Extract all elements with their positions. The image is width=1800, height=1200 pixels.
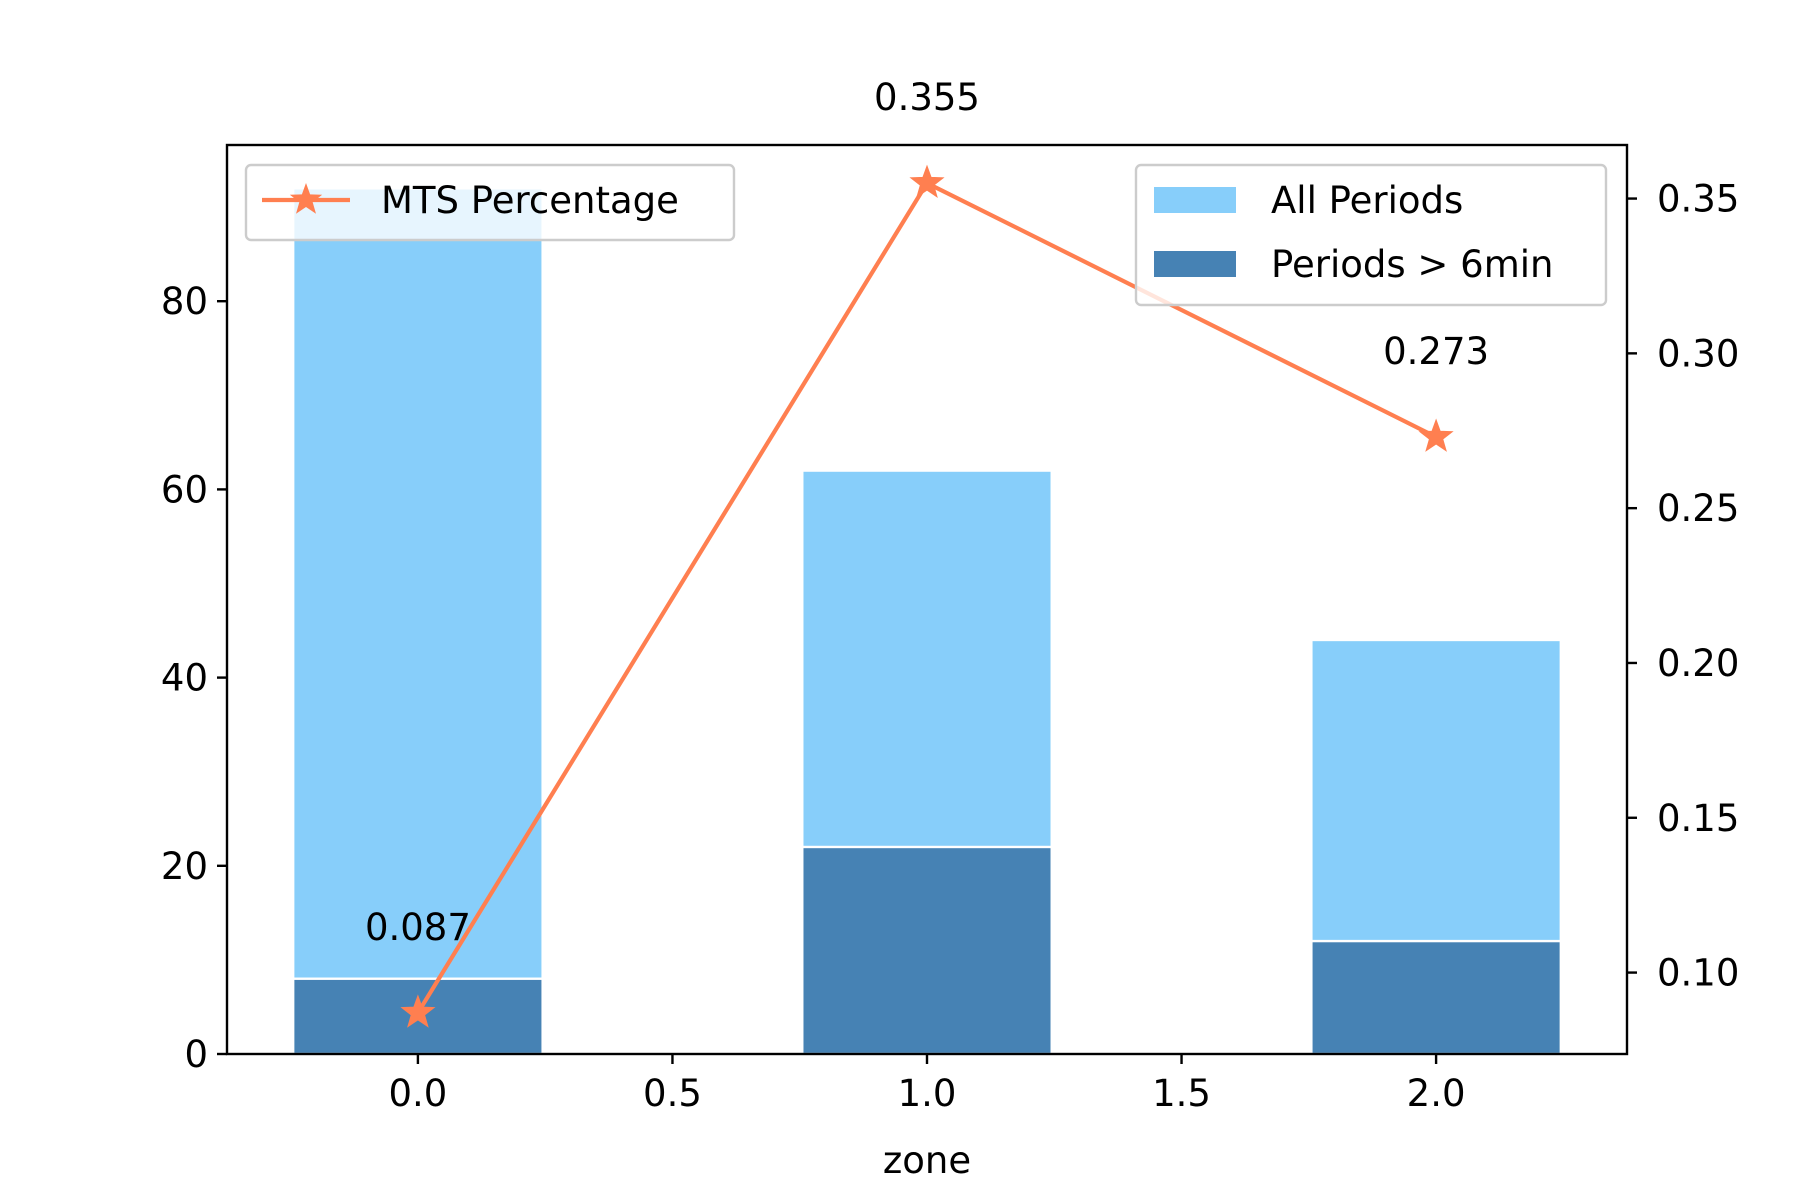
y-axis-right: 0.10 0.15 0.20 0.25 0.30 0.35 bbox=[1627, 178, 1739, 995]
data-label-0: 0.087 bbox=[365, 906, 471, 949]
bars-layer bbox=[291, 187, 1563, 1056]
legend-swatch-all-periods bbox=[1154, 187, 1236, 213]
y-axis-left: 0 20 40 60 80 bbox=[161, 280, 227, 1076]
y2-tick-label-1: 0.15 bbox=[1657, 797, 1739, 840]
legend-bars: All Periods Periods > 6min bbox=[1134, 163, 1608, 307]
x-tick-label-3: 1.5 bbox=[1152, 1072, 1211, 1115]
y2-tick-label-2: 0.20 bbox=[1657, 642, 1739, 685]
point-mts-percentage-0 bbox=[400, 994, 436, 1028]
data-label-2: 0.273 bbox=[1383, 330, 1489, 373]
y2-tick-label-3: 0.25 bbox=[1657, 487, 1739, 530]
point-mts-percentage-1 bbox=[909, 164, 945, 199]
y2-tick-label-5: 0.35 bbox=[1657, 178, 1739, 221]
legend-label-all-periods: All Periods bbox=[1271, 179, 1463, 222]
legend-line-box bbox=[244, 163, 736, 242]
legend-swatch-periods-6min bbox=[1154, 251, 1236, 277]
y-tick-label-0: 0 bbox=[184, 1033, 208, 1076]
legend-bars-box bbox=[1134, 163, 1608, 307]
x-tick-label-2: 1.0 bbox=[898, 1072, 957, 1115]
legend-star-marker bbox=[289, 183, 323, 214]
data-labels: 0.087 0.355 0.273 bbox=[365, 76, 1489, 949]
x-axis-label: zone bbox=[883, 1139, 971, 1182]
y2-tick-label-4: 0.30 bbox=[1657, 332, 1739, 375]
y2-tick-label-0: 0.10 bbox=[1657, 952, 1739, 995]
bar-periods-6min-1 bbox=[801, 845, 1053, 1056]
legend-line: MTS Percentage bbox=[244, 163, 736, 242]
legend-label-periods-6min: Periods > 6min bbox=[1271, 243, 1554, 286]
point-mts-percentage-2 bbox=[1418, 418, 1454, 452]
line-layer bbox=[400, 164, 1454, 1028]
x-tick-label-0: 0.0 bbox=[388, 1072, 447, 1115]
x-tick-label-1: 0.5 bbox=[643, 1072, 702, 1115]
y-tick-label-3: 60 bbox=[161, 468, 208, 511]
data-label-1: 0.355 bbox=[874, 76, 980, 119]
legend-label-mts-percentage: MTS Percentage bbox=[381, 179, 679, 222]
bar-periods-6min-2 bbox=[1310, 939, 1563, 1056]
x-axis: 0.0 0.5 1.0 1.5 2.0 bbox=[388, 1054, 1466, 1115]
bar-all-periods-0 bbox=[291, 187, 544, 1056]
x-tick-label-4: 2.0 bbox=[1407, 1072, 1466, 1115]
y-tick-label-4: 80 bbox=[161, 280, 208, 323]
y-tick-label-2: 40 bbox=[161, 657, 208, 700]
y-tick-label-1: 20 bbox=[161, 845, 208, 888]
